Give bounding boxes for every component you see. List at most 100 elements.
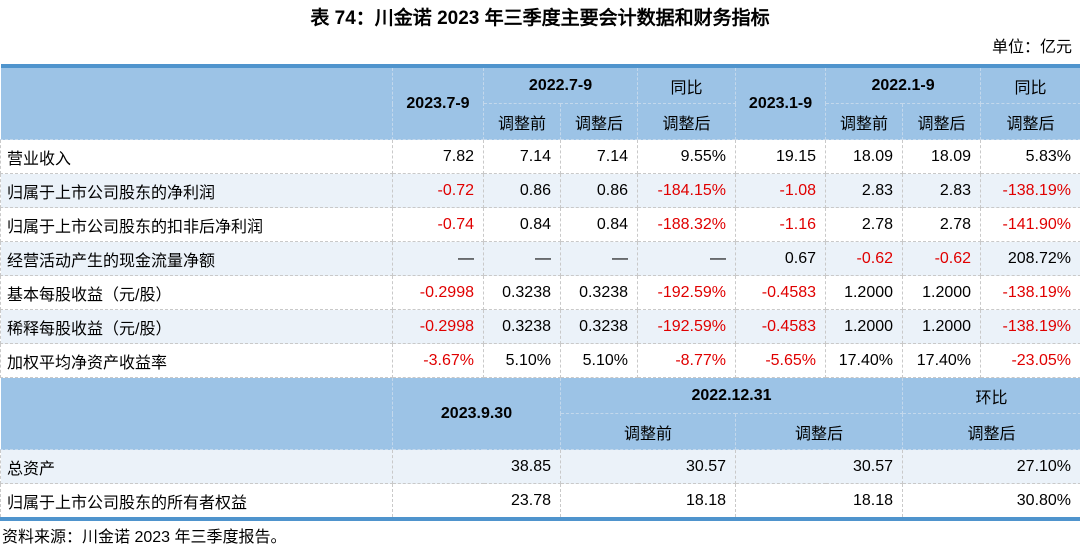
header-adj-after-qoq: 调整后	[902, 413, 1080, 450]
cell-value: -1.16	[735, 207, 827, 242]
cell-value: -0.72	[392, 173, 484, 208]
cell-value: —	[559, 241, 639, 276]
table-row: 归属于上市公司股东的所有者权益 23.78 18.18 18.18 30.80%	[0, 483, 1080, 520]
cell-value: -0.2998	[392, 309, 484, 344]
cell-value: -0.4583	[735, 275, 827, 310]
header-2022-1-9: 2022.1-9	[825, 65, 982, 104]
cell-value: 2.78	[902, 207, 982, 242]
row-label: 稀释每股收益（元/股）	[0, 309, 393, 344]
cell-value: -188.32%	[637, 207, 737, 242]
row-label: 归属于上市公司股东的净利润	[0, 173, 393, 208]
cell-value: 17.40%	[825, 343, 904, 378]
cell-value: 0.3238	[559, 309, 639, 344]
cell-value: -192.59%	[637, 309, 737, 344]
cell-value: -184.15%	[637, 173, 737, 208]
cell-value: 0.3238	[483, 275, 561, 310]
cell-value: -0.2998	[392, 275, 484, 310]
cell-value: 1.2000	[825, 309, 904, 344]
table-row: 归属于上市公司股东的扣非后净利润 -0.74 0.84 0.84 -188.32% -1.…	[0, 207, 1080, 242]
table-row: 归属于上市公司股东的净利润 -0.72 0.86 0.86 -184.15% -1.08 2…	[0, 173, 1080, 208]
row-label: 总资产	[0, 449, 393, 484]
cell-value: -5.65%	[735, 343, 827, 378]
balance-table-body: 总资产 38.85 30.57 30.57 27.10% 归属于上市公司股东的所有者权益 2…	[0, 449, 1080, 520]
table-title: 表 74：川金诺 2023 年三季度主要会计数据和财务指标	[310, 8, 770, 29]
header-row-groups: 2023.7-9 2022.7-9 同比 2023.1-9 2022.1-9 同…	[0, 65, 1080, 140]
cell-value: 1.2000	[825, 275, 904, 310]
header-yoy-ytd: 同比	[980, 65, 1080, 104]
cell-value: 17.40%	[902, 343, 982, 378]
header-adj-after-yoy-q: 调整后	[637, 103, 737, 140]
cell-value: -23.05%	[980, 343, 1080, 378]
cell-value: 0.67	[735, 241, 827, 276]
cell-value: -192.59%	[637, 275, 737, 310]
table-row: 总资产 38.85 30.57 30.57 27.10%	[0, 449, 1080, 484]
financial-table: 2023.7-9 2022.7-9 同比 2023.1-9 2022.1-9 同…	[0, 64, 1080, 521]
cell-value: 18.09	[825, 139, 904, 174]
header-2022-12-31: 2022.12.31	[559, 377, 904, 414]
cell-value: 0.84	[559, 207, 639, 242]
row-label: 经营活动产生的现金流量净额	[0, 241, 393, 276]
cell-value: —	[392, 241, 484, 276]
header-empty-stub	[0, 377, 393, 450]
quarter-table-header: 2023.7-9 2022.7-9 同比 2023.1-9 2022.1-9 同…	[0, 65, 1080, 140]
cell-value: -0.62	[902, 241, 982, 276]
header-2023-7-9: 2023.7-9	[392, 65, 484, 140]
source-note: 资料来源：川金诺 2023 年三季度报告。	[2, 529, 287, 546]
unit-label: 单位：亿元	[991, 39, 1072, 56]
cell-value: -0.62	[825, 241, 904, 276]
cell-value: 30.80%	[902, 483, 1080, 520]
header-adj-before: 调整前	[559, 413, 737, 450]
cell-value: -138.19%	[980, 275, 1080, 310]
cell-value: 18.18	[735, 483, 904, 520]
row-label: 归属于上市公司股东的所有者权益	[0, 483, 393, 520]
cell-value: 30.57	[735, 449, 904, 484]
header-adj-after-ytd: 调整后	[902, 103, 982, 140]
header-adj-after: 调整后	[735, 413, 904, 450]
cell-value: 0.84	[483, 207, 561, 242]
quarter-table-body: 营业收入 7.82 7.14 7.14 9.55% 19.15 18.09 18.09 5.83…	[0, 139, 1080, 378]
cell-value: 23.78	[392, 483, 561, 520]
cell-value: 38.85	[392, 449, 561, 484]
header-row-groups: 2023.9.30 2022.12.31 环比	[0, 377, 1080, 450]
cell-value: -0.4583	[735, 309, 827, 344]
cell-value: 7.14	[483, 139, 561, 174]
cell-value: -1.08	[735, 173, 827, 208]
cell-value: -141.90%	[980, 207, 1080, 242]
table-row: 稀释每股收益（元/股） -0.2998 0.3238 0.3238 -192.59% -0…	[0, 309, 1080, 344]
cell-value: 9.55%	[637, 139, 737, 174]
cell-value: —	[483, 241, 561, 276]
cell-value: 0.3238	[559, 275, 639, 310]
header-yoy-quarter: 同比	[637, 65, 737, 104]
cell-value: 208.72%	[980, 241, 1080, 276]
cell-value: —	[637, 241, 737, 276]
cell-value: 5.10%	[483, 343, 561, 378]
header-2023-9-30: 2023.9.30	[392, 377, 561, 450]
header-row-subs: 调整前 调整后 调整后	[1, 413, 1080, 450]
cell-value: -0.74	[392, 207, 484, 242]
cell-value: 2.83	[825, 173, 904, 208]
table-row: 营业收入 7.82 7.14 7.14 9.55% 19.15 18.09 18.09 5.83…	[0, 139, 1080, 174]
cell-value: -138.19%	[980, 173, 1080, 208]
cell-value: 0.86	[559, 173, 639, 208]
cell-value: -8.77%	[637, 343, 737, 378]
cell-value: 18.09	[902, 139, 982, 174]
header-adj-before-ytd: 调整前	[825, 103, 904, 140]
table-row: 基本每股收益（元/股） -0.2998 0.3238 0.3238 -192.59% -0…	[0, 275, 1080, 310]
header-qoq: 环比	[902, 377, 1080, 414]
cell-value: 7.14	[559, 139, 639, 174]
header-row-subs: 调整前 调整后 调整后 调整前 调整后 调整后	[1, 103, 1080, 140]
header-2023-1-9: 2023.1-9	[735, 65, 827, 140]
cell-value: 0.86	[483, 173, 561, 208]
header-2022-7-9: 2022.7-9	[482, 65, 639, 104]
row-label: 基本每股收益（元/股）	[0, 275, 393, 310]
cell-value: 7.82	[392, 139, 484, 174]
table-row: 加权平均净资产收益率 -3.67% 5.10% 5.10% -8.77% -5.65% 17…	[0, 343, 1080, 378]
header-adj-before-q: 调整前	[483, 103, 561, 140]
row-label: 营业收入	[0, 139, 393, 174]
balance-table-header: 2023.9.30 2022.12.31 环比 调整前 调整后 调整后	[0, 377, 1080, 450]
cell-value: 2.83	[902, 173, 982, 208]
cell-value: 30.57	[559, 449, 737, 484]
row-label: 加权平均净资产收益率	[0, 343, 393, 378]
cell-value: 0.3238	[483, 309, 561, 344]
cell-value: 19.15	[735, 139, 827, 174]
